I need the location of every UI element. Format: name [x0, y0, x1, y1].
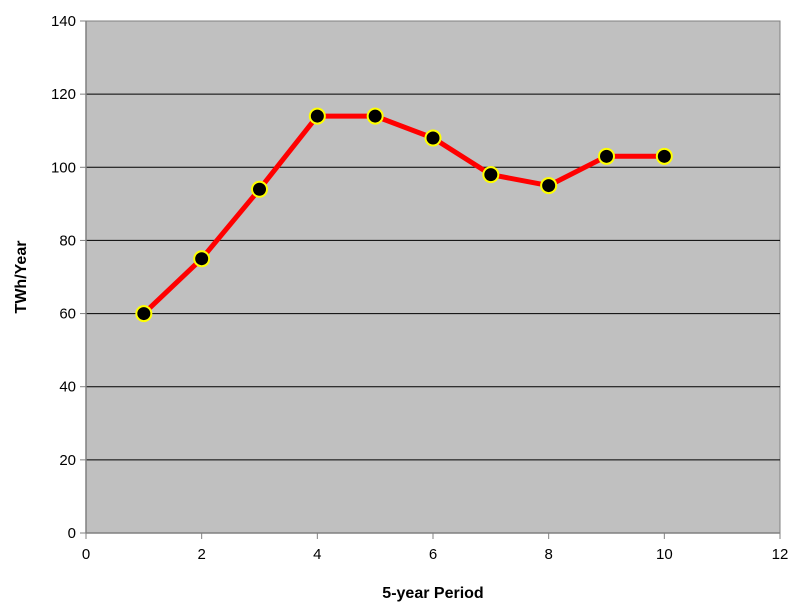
data-point-2 — [193, 250, 211, 268]
plot-area — [85, 20, 781, 534]
x-tick-label-12: 12 — [772, 546, 789, 563]
y-tick-label-20: 20 — [59, 452, 76, 469]
y-axis-ticks: 0 20 40 60 80 100 120 140 — [51, 13, 86, 542]
data-point-8 — [540, 177, 558, 195]
x-axis-title: 5-year Period — [382, 585, 483, 602]
x-tick-label-4: 4 — [313, 546, 321, 563]
x-tick-label-6: 6 — [429, 546, 437, 563]
y-tick-label-100: 100 — [51, 159, 76, 176]
y-tick-label-60: 60 — [59, 306, 76, 323]
y-tick-label-140: 140 — [51, 13, 76, 30]
y-tick-label-0: 0 — [68, 525, 76, 542]
data-point-4 — [308, 107, 326, 125]
x-tick-label-8: 8 — [544, 546, 552, 563]
series-group — [135, 107, 673, 323]
data-point-5 — [366, 107, 384, 125]
x-axis-ticks: 0 2 4 6 8 10 12 — [82, 533, 789, 563]
series-line-0 — [141, 113, 667, 317]
data-point-9 — [598, 147, 615, 165]
data-point-3 — [251, 180, 268, 198]
data-point-1 — [135, 305, 153, 323]
y-tick-label-80: 80 — [59, 232, 76, 249]
y-axis-title: TWh/Year — [13, 241, 30, 314]
x-tick-label-0: 0 — [82, 546, 90, 563]
data-point-7 — [482, 166, 500, 184]
x-tick-label-2: 2 — [197, 546, 205, 563]
x-tick-label-10: 10 — [656, 546, 673, 563]
gridlines — [86, 93, 780, 461]
data-point-6 — [424, 129, 442, 147]
data-point-10 — [655, 147, 673, 165]
y-tick-label-120: 120 — [51, 86, 76, 103]
y-tick-label-40: 40 — [59, 379, 76, 396]
